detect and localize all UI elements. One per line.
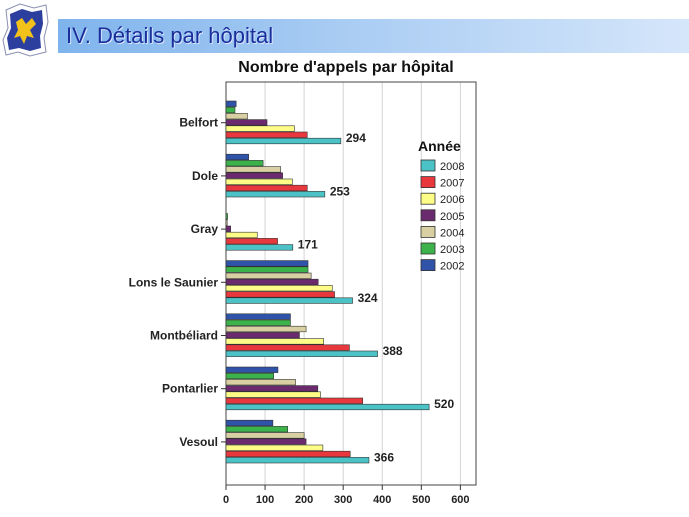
legend-swatch-2005 [420, 209, 436, 222]
x-tick-label: 600 [451, 494, 469, 506]
bar-2006 [225, 285, 333, 292]
legend-swatch-2003 [420, 242, 436, 255]
bar-2007 [225, 291, 335, 298]
legend-label: 2008 [440, 161, 464, 173]
legend-swatch-2004 [420, 225, 436, 238]
category-labels: Belfort Dole Gray Lons le Saunier Montbéliar… [129, 116, 226, 449]
bar-2008 [225, 137, 342, 145]
bar-2005 [225, 172, 283, 179]
bar-2004 [225, 325, 307, 333]
data-label: 294 [346, 131, 366, 145]
bar-2005 [225, 385, 319, 392]
legend-swatch-2007 [420, 176, 436, 189]
bar-2008 [225, 191, 326, 198]
bar-2002 [225, 366, 279, 373]
legend-label: 2003 [440, 244, 464, 256]
bar-2003 [225, 319, 291, 326]
bar-2004 [225, 379, 296, 386]
bar-2007 [225, 184, 308, 192]
bar-2002 [225, 419, 274, 427]
legend-title: Année [418, 138, 461, 154]
bar-2003 [225, 213, 228, 220]
bar-2006 [225, 444, 324, 451]
bar-2007 [225, 131, 308, 138]
bar-2006 [225, 338, 324, 345]
bar-2002 [225, 313, 291, 320]
category-label: Lons le Saunier [129, 275, 219, 289]
category-label: Pontarlier [162, 382, 218, 396]
x-tick-label: 0 [223, 494, 229, 506]
legend-swatch-2006 [420, 192, 436, 205]
data-label: 520 [434, 397, 454, 411]
bar-2004 [225, 219, 228, 226]
x-tick-label: 100 [256, 494, 274, 506]
data-labels: 294 253 171 324 388 520 366 [298, 131, 455, 464]
legend-label: 2005 [440, 211, 464, 223]
bar-2002 [225, 260, 309, 267]
data-label: 253 [330, 184, 350, 198]
bar-2004 [225, 166, 281, 173]
legend-swatch-2002 [420, 259, 436, 272]
legend-label: 2004 [440, 227, 464, 239]
x-tick-label: 400 [373, 494, 391, 506]
legend: Année 2008 2007 2006 2005 2004 2003 2002 [418, 138, 464, 273]
category-label: Dole [192, 169, 218, 183]
legend-swatch-2008 [420, 159, 436, 172]
bar-2008 [225, 297, 353, 304]
bar-2008 [225, 457, 370, 464]
category-label: Montbéliard [150, 329, 218, 343]
logo [0, 0, 52, 60]
bar-2007 [225, 238, 278, 245]
bar-2006 [225, 391, 321, 398]
x-tick-label: 200 [295, 494, 313, 506]
title-band: IV. Détails par hôpital [58, 19, 689, 53]
data-label: 324 [358, 291, 378, 305]
bar-2003 [225, 160, 264, 167]
bar-2005 [225, 332, 300, 339]
slide-title: IV. Détails par hôpital [66, 23, 274, 48]
bar-2006 [225, 178, 293, 185]
bar-2006 [225, 125, 295, 132]
x-tick-label: 300 [334, 494, 352, 506]
chart-title: Nombre d'appels par hôpital [238, 59, 453, 76]
bar-2008 [225, 244, 294, 251]
bar-2005 [225, 278, 319, 286]
bar-2003 [225, 372, 274, 380]
bar-2003 [225, 426, 289, 433]
bar-2002 [225, 153, 249, 161]
bar-2004 [225, 272, 312, 279]
bar-2008 [225, 350, 378, 357]
category-label: Belfort [179, 116, 218, 130]
legend-label: 2002 [440, 261, 464, 273]
bar-2006 [225, 231, 258, 239]
bar-2003 [225, 266, 309, 273]
category-label: Vesoul [179, 435, 218, 449]
data-label: 366 [374, 450, 394, 464]
bar-2008 [225, 403, 430, 411]
bar-2003 [225, 106, 236, 114]
bar-2007 [225, 450, 351, 458]
bar-2005 [225, 438, 307, 445]
data-label: 171 [298, 238, 318, 252]
bar-2005 [225, 119, 268, 126]
legend-label: 2007 [440, 178, 464, 190]
bar-2007 [225, 344, 350, 351]
bar-2007 [225, 397, 364, 404]
legend-label: 2006 [440, 194, 464, 206]
bars [225, 100, 430, 464]
x-tick-label: 500 [412, 494, 430, 506]
bar-2005 [225, 225, 231, 232]
bar-2002 [225, 100, 237, 107]
x-axis: 0 100 200 300 400 500 600 [223, 485, 470, 506]
bar-2004 [225, 113, 248, 120]
data-label: 388 [383, 344, 403, 358]
category-label: Gray [191, 222, 219, 236]
bar-2004 [225, 432, 305, 439]
